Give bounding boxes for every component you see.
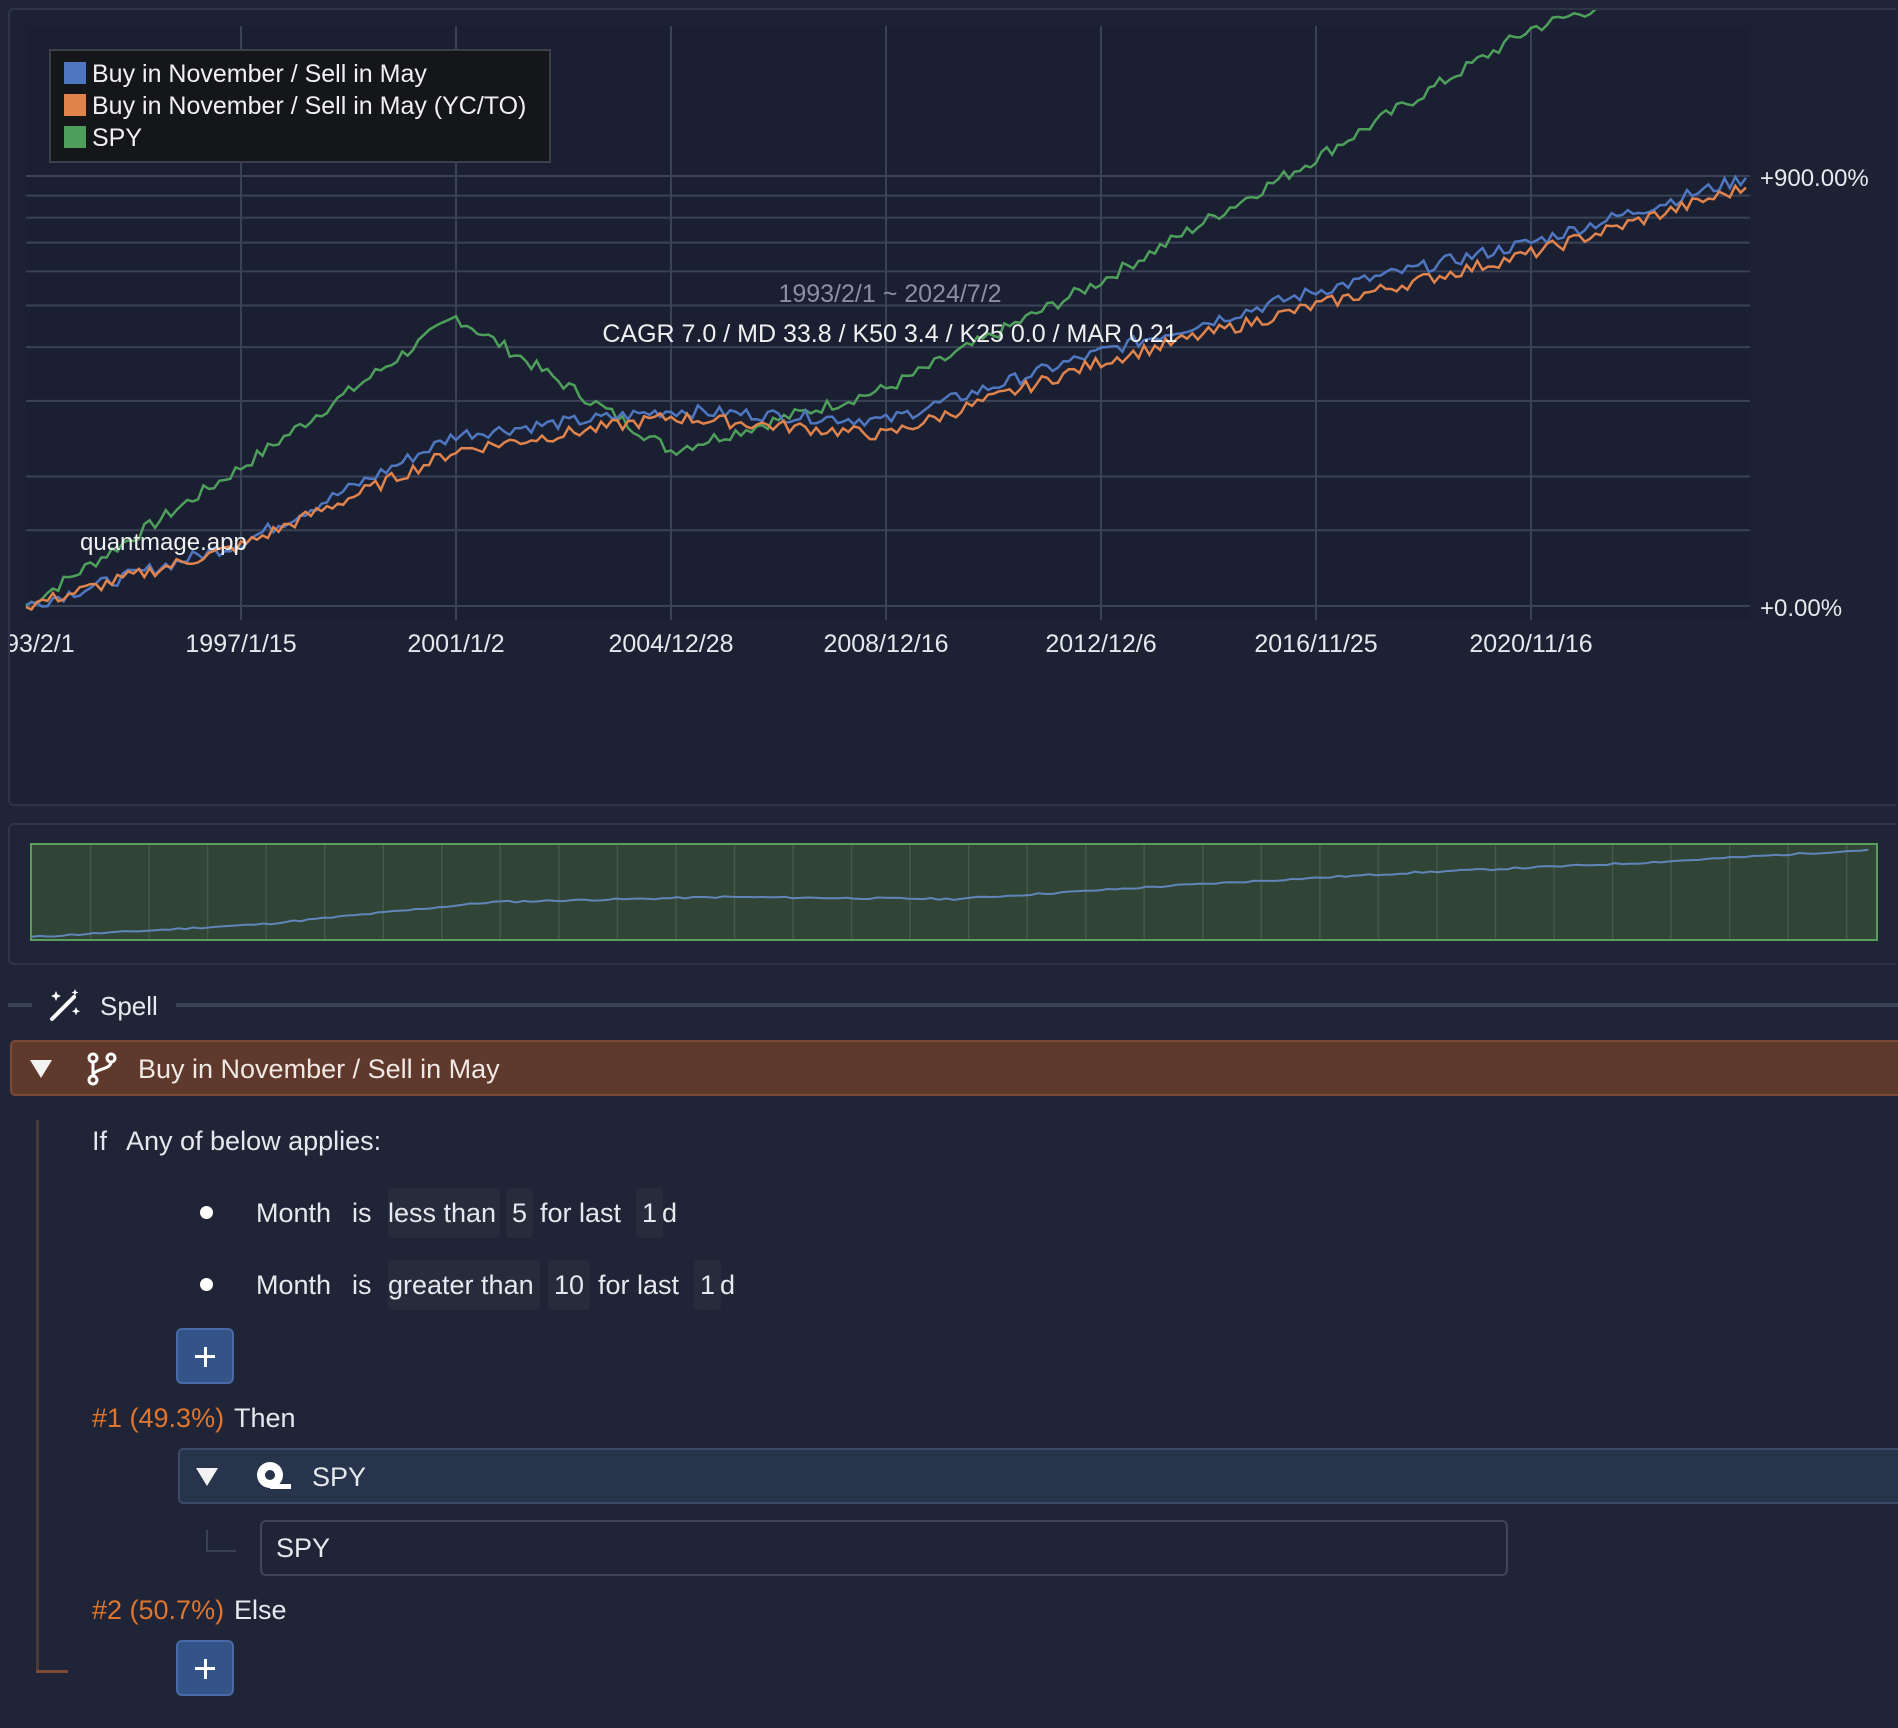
then-branch-index: #1 (49.3%) <box>92 1403 225 1433</box>
performance-chart[interactable]: +900.00% +0.00% 1993/2/1 1997/1/15 2001/1/2 2… <box>10 10 1896 806</box>
condition-row: Month is greater than 10 for last 1 d <box>196 1260 836 1310</box>
condition-value[interactable]: 10 <box>548 1260 591 1310</box>
series-line-1 <box>25 183 1747 612</box>
ticker-group-name: SPY <box>312 1462 367 1492</box>
branch-icon <box>87 1052 117 1086</box>
strategy-group-header[interactable]: Buy in November / Sell in May <box>10 1040 1898 1096</box>
add-condition-button[interactable] <box>176 1328 234 1384</box>
ticker-group-header[interactable]: SPY <box>178 1448 1898 1504</box>
condition-row: Month is less than 5 for last 1 d <box>196 1188 796 1238</box>
legend-swatch <box>64 126 86 148</box>
tree-connector <box>206 1530 236 1552</box>
performance-chart-panel: +900.00% +0.00% 1993/2/1 1997/1/15 2001/1/2 2… <box>8 8 1896 806</box>
magic-wand-icon <box>50 989 81 1021</box>
legend-item[interactable]: SPY <box>92 124 142 152</box>
bullet-icon <box>200 1278 213 1291</box>
x-tick-label: 2004/12/28 <box>608 630 733 658</box>
chart-legend[interactable]: Buy in November / Sell in May Buy in Nove… <box>49 49 551 163</box>
date-range-label: 1993/2/1 ~ 2024/7/2 <box>778 280 1001 308</box>
stats-label: CAGR 7.0 / MD 33.8 / K50 3.4 / K25 0.0 /… <box>602 320 1177 348</box>
condition-subject[interactable]: Month <box>256 1270 332 1300</box>
watermark-label: quantmage.app <box>80 529 247 556</box>
ticker-input[interactable]: SPY <box>260 1520 1508 1576</box>
divider <box>176 1003 1898 1007</box>
tree-connector <box>36 1670 68 1673</box>
x-tick-label: 2012/12/6 <box>1045 630 1156 658</box>
then-label: Then <box>234 1403 296 1433</box>
condition-subject[interactable]: Month <box>256 1198 332 1228</box>
spell-label: Spell <box>100 991 158 1021</box>
x-tick-label: 2016/11/25 <box>1254 630 1377 658</box>
else-branch-index: #2 (50.7%) <box>92 1595 225 1625</box>
x-tick-label: 1993/2/1 <box>10 630 75 658</box>
x-tick-label: 2020/11/16 <box>1469 630 1592 658</box>
y-tick-label: +0.00% <box>1760 595 1842 622</box>
series-line-0 <box>25 174 1747 608</box>
condition-verb: is <box>352 1198 372 1228</box>
condition-operator[interactable]: less than <box>388 1188 501 1238</box>
range-navigator-panel <box>8 823 1896 965</box>
strategy-title: Buy in November / Sell in May <box>138 1054 500 1084</box>
legend-swatch <box>64 94 86 116</box>
x-tick-label: 2001/1/2 <box>407 630 504 658</box>
legend-item[interactable]: Buy in November / Sell in May (YC/TO) <box>92 92 526 120</box>
x-tick-label: 1997/1/15 <box>185 630 296 658</box>
collapse-triangle-icon[interactable] <box>196 1468 218 1486</box>
divider <box>8 1003 32 1007</box>
legend-item[interactable]: Buy in November / Sell in May <box>92 60 427 88</box>
navigator-sparkline <box>32 845 1869 939</box>
spell-section-header: Spell <box>8 985 1898 1025</box>
y-tick-label: +900.00% <box>1760 165 1869 192</box>
condition-value[interactable]: 5 <box>506 1188 534 1238</box>
legend-box <box>49 49 551 163</box>
tree-connector <box>36 1120 39 1672</box>
condition-verb: is <box>352 1270 372 1300</box>
if-label: If <box>92 1126 108 1156</box>
legend-swatch <box>64 62 86 84</box>
applies-selector[interactable]: Any of below applies: <box>126 1126 382 1156</box>
range-navigator[interactable] <box>30 843 1878 941</box>
period-unit: d <box>720 1270 736 1300</box>
x-tick-label: 2008/12/16 <box>823 630 948 658</box>
condition-period[interactable]: 1 <box>694 1260 722 1310</box>
period-unit: d <box>662 1198 678 1228</box>
navigator-series-line <box>32 848 1869 938</box>
else-label: Else <box>234 1595 287 1625</box>
series-line-2 <box>25 10 1597 608</box>
condition-operator[interactable]: greater than <box>388 1260 540 1310</box>
add-else-button[interactable] <box>176 1640 234 1696</box>
collapse-triangle-icon[interactable] <box>30 1060 52 1078</box>
for-last-label: for last <box>598 1270 680 1300</box>
ticker-icon <box>257 1462 291 1489</box>
condition-period[interactable]: 1 <box>636 1188 664 1238</box>
bullet-icon <box>200 1206 213 1219</box>
for-last-label: for last <box>540 1198 622 1228</box>
